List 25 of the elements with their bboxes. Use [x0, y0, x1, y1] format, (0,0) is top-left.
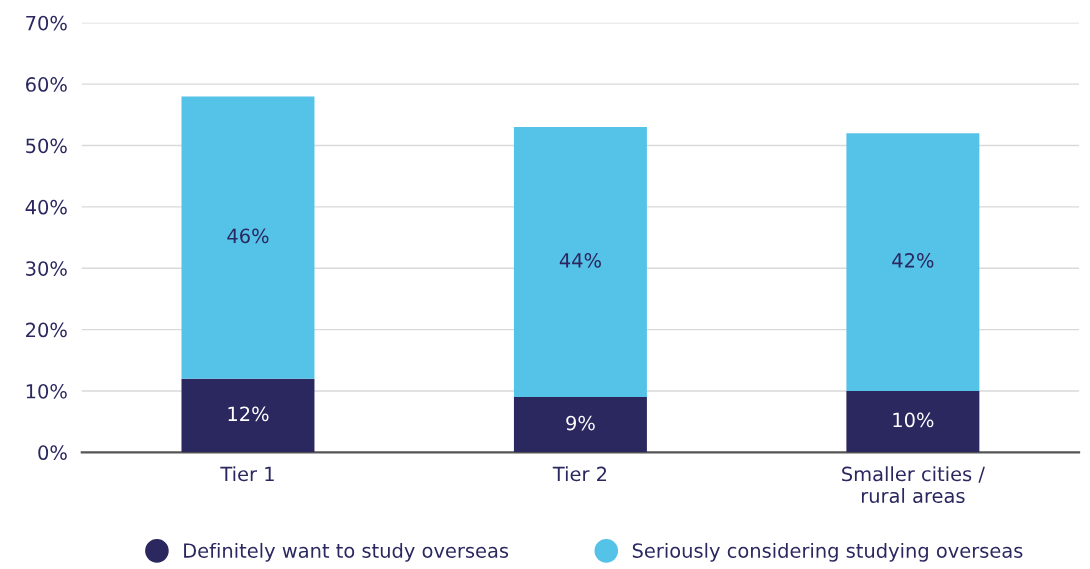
data-label: 42%: [892, 253, 934, 268]
y-tick-label: 30%: [26, 261, 67, 276]
data-label: 9%: [566, 415, 595, 431]
data-label: 44%: [559, 253, 601, 268]
y-tick-label: 60%: [26, 77, 67, 92]
bar: [181, 96, 315, 379]
data-label: 46%: [227, 228, 269, 244]
bar: [181, 378, 315, 453]
y-tick-label: 20%: [26, 322, 67, 338]
bar: [513, 127, 647, 398]
data-label: 12%: [228, 406, 269, 422]
y-tick-label: 50%: [26, 138, 67, 154]
legend-label: Seriously considering studying overseas: [632, 542, 1023, 562]
y-tick-label: 40%: [25, 199, 67, 215]
data-label: 10%: [893, 412, 934, 428]
x-tick-label: Tier 1: [220, 466, 274, 482]
x-tick-label: Tier 2: [552, 466, 607, 482]
y-tick-label: 70%: [26, 15, 67, 31]
bar: [513, 397, 647, 453]
x-tick-label: Smaller cities / rural areas: [842, 466, 985, 504]
bar: [846, 390, 980, 453]
y-tick-label: 10%: [26, 383, 67, 399]
bar: [846, 133, 980, 391]
legend-label: Definitely want to study overseas: [184, 542, 509, 562]
y-tick-label: 0%: [38, 445, 67, 461]
